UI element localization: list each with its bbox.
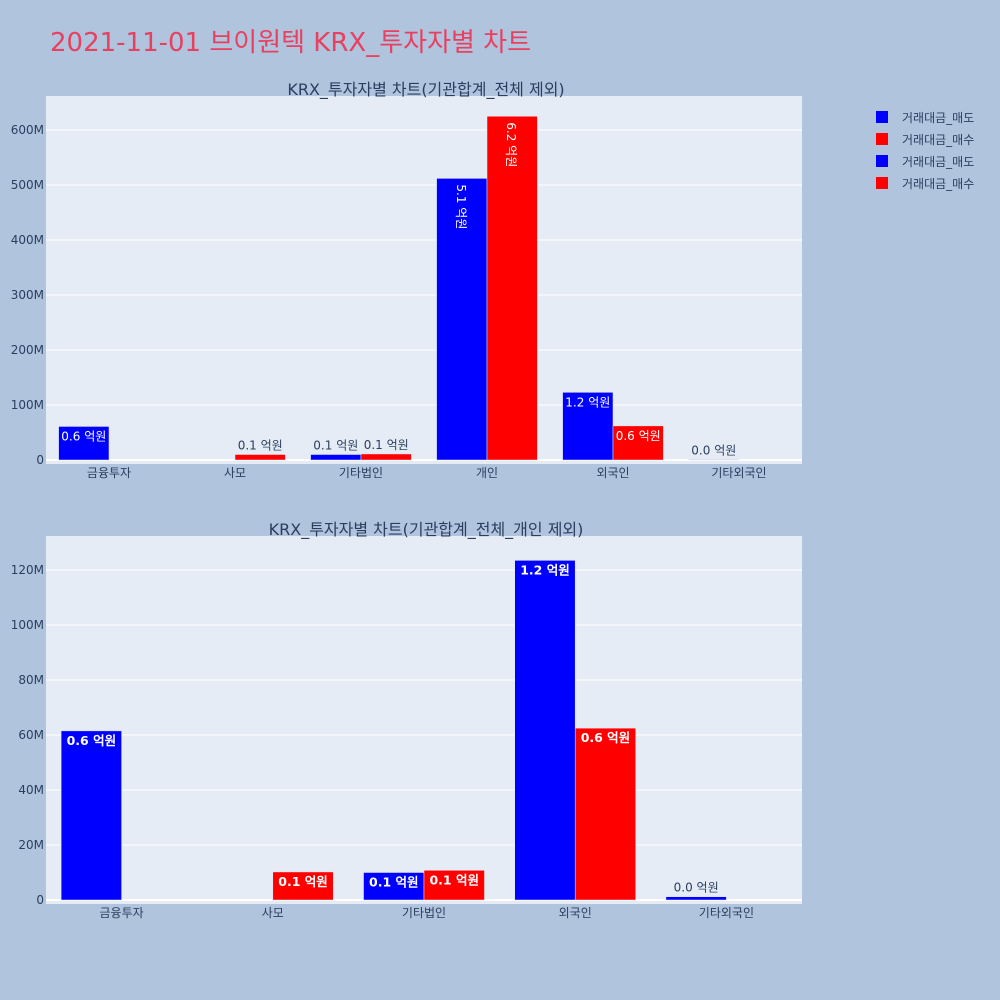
bar-data-label: 0.0 억원 (674, 881, 719, 895)
x-tick-label: 기타법인 (402, 906, 446, 920)
legend-label: 거래대금_매수 (902, 176, 975, 191)
y-tick-label: 40M (18, 783, 44, 797)
bar (612, 425, 664, 461)
y-tick-label: 0 (36, 893, 44, 907)
bar-data-label: 0.1 억원 (313, 439, 358, 453)
bar-data-label: 0.6 억원 (616, 429, 661, 443)
y-tick-label: 100M (11, 618, 44, 632)
x-tick-label: 사모 (262, 906, 284, 920)
x-tick-label: 기타외국인 (699, 906, 754, 920)
plot-area (46, 96, 802, 464)
legend-item[interactable]: 거래대금_매수 (876, 128, 974, 150)
y-tick-label: 500M (11, 178, 44, 192)
y-tick-label: 20M (18, 838, 44, 852)
chart-title: KRX_투자자별 차트(기관합계_전체_개인 제외) (269, 520, 584, 540)
bar-data-label: 6.2 억원 (504, 122, 518, 167)
bar-data-label: 0.1 억원 (238, 439, 283, 453)
legend-swatch (876, 133, 888, 145)
y-tick-label: 100M (11, 398, 44, 412)
bar (436, 178, 488, 461)
bar-data-label: 0.1 억원 (278, 874, 328, 889)
page-title: 2021-11-01 브이원텍 KRX_투자자별 차트 (50, 28, 532, 58)
legend[interactable]: 거래대금_매도 거래대금_매수 거래대금_매도 거래대금_매수 (876, 106, 974, 194)
bar (60, 730, 122, 901)
y-tick-label: 300M (11, 288, 44, 302)
legend-item[interactable]: 거래대금_매도 (876, 150, 974, 172)
x-tick-label: 외국인 (596, 466, 629, 480)
x-tick-label: 개인 (476, 466, 498, 480)
bar (688, 459, 740, 461)
y-tick-label: 200M (11, 343, 44, 357)
bar (310, 454, 362, 461)
bar (272, 871, 334, 901)
chart-1: 0 100M 200M 300M 400M 500M 600M KRX_투자자별 차트(기관합… (11, 80, 802, 480)
bar (58, 426, 110, 461)
bar-data-label: 0.6 억원 (67, 733, 117, 748)
x-tick-label: 사모 (224, 466, 246, 480)
legend-label: 거래대금_매도 (902, 110, 975, 125)
legend-label: 거래대금_매도 (902, 154, 975, 169)
y-tick-label: 60M (18, 728, 44, 742)
x-tick-label: 기타외국인 (711, 466, 766, 480)
bar (574, 727, 636, 901)
chart-2: 0 20M 40M 60M 80M 100M 120M KRX_투자자별 차트(기관합계_전체… (11, 520, 802, 920)
bar-data-label: 0.0 억원 (691, 443, 736, 457)
bar (360, 453, 412, 461)
bar (363, 872, 425, 901)
legend-item[interactable]: 거래대금_매도 (876, 106, 974, 128)
bar-data-label: 0.1 억원 (369, 875, 419, 890)
bar-data-label: 1.2 억원 (520, 562, 570, 577)
legend-label: 거래대금_매수 (902, 132, 975, 147)
bar (486, 116, 538, 461)
y-tick-label: 120M (11, 563, 44, 577)
legend-swatch (876, 155, 888, 167)
bar (423, 870, 485, 901)
y-tick-label: 80M (18, 673, 44, 687)
legend-swatch (876, 111, 888, 123)
bar-data-label: 0.1 억원 (429, 872, 479, 887)
bar-data-label: 0.6 억원 (581, 730, 631, 745)
y-tick-label: 0 (36, 453, 44, 467)
bar (234, 454, 286, 461)
plot-area (46, 536, 802, 904)
x-tick-label: 금융투자 (87, 466, 131, 480)
bar-data-label: 1.2 억원 (565, 395, 610, 409)
y-tick-label: 600M (11, 123, 44, 137)
bar-data-label: 5.1 억원 (454, 184, 468, 229)
bar (514, 560, 576, 901)
bar-data-label: 0.1 억원 (364, 438, 409, 452)
bar (665, 896, 727, 901)
x-tick-label: 기타법인 (339, 466, 383, 480)
bar (562, 392, 614, 461)
x-tick-label: 금융투자 (100, 906, 144, 920)
legend-swatch (876, 177, 888, 189)
chart-title: KRX_투자자별 차트(기관합계_전체 제외) (287, 80, 564, 100)
legend-item[interactable]: 거래대금_매수 (876, 172, 974, 194)
bar-data-label: 0.6 억원 (61, 429, 106, 443)
x-tick-label: 외국인 (559, 906, 592, 920)
y-tick-label: 400M (11, 233, 44, 247)
